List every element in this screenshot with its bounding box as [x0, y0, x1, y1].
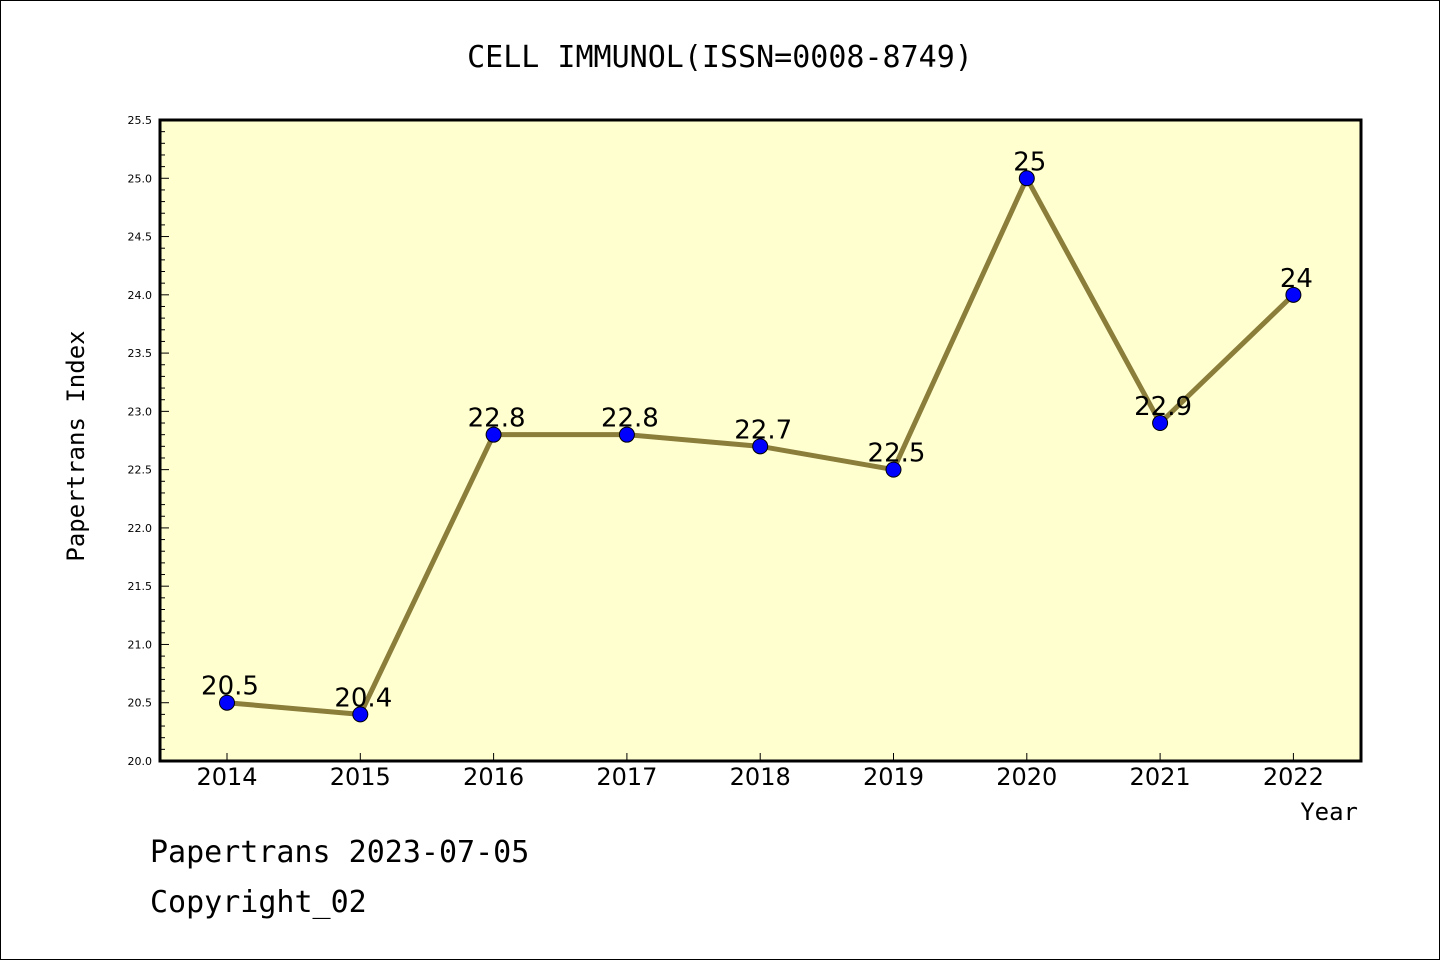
chart-title: CELL IMMUNOL(ISSN=0008-8749)	[467, 40, 973, 75]
x-tick-label: 2015	[330, 763, 391, 791]
y-tick-label: 21.0	[128, 638, 153, 651]
data-label: 22.7	[734, 415, 792, 445]
data-point	[1152, 415, 1169, 432]
data-point	[1018, 170, 1035, 187]
data-label: 22.5	[868, 439, 926, 469]
series: 20.5 20.4 22.8 22.8 22.7 22.5 25 22.9 24	[201, 147, 1313, 723]
x-tick-label: 2022	[1263, 763, 1324, 791]
data-point	[1285, 286, 1302, 303]
data-label: 22.8	[601, 404, 659, 434]
data-point	[752, 438, 769, 455]
plot-border	[158, 118, 1363, 763]
footer-stamp: Papertrans 2023-07-05	[150, 835, 530, 870]
y-axis-label: Papertrans Index	[62, 330, 90, 561]
data-label: 25	[1013, 147, 1046, 177]
y-tick-label: 25.0	[128, 172, 153, 185]
x-tick-label: 2020	[996, 763, 1057, 791]
data-point	[885, 461, 902, 478]
y-tick-label: 24.0	[128, 289, 153, 302]
y-tick-label: 21.5	[128, 580, 153, 593]
y-tick-label: 24.5	[128, 231, 153, 244]
x-tick-label: 2016	[463, 763, 524, 791]
data-label: 22.9	[1134, 392, 1192, 422]
y-tick-label: 20.0	[128, 755, 153, 768]
y-tick-label: 22.0	[128, 522, 153, 535]
y-tick-label: 25.5	[128, 114, 153, 127]
data-label: 22.8	[468, 404, 526, 434]
data-label: 20.4	[334, 683, 392, 713]
y-axis-ticks: 20.0 20.5 21.0 21.5 22.0 22.5 23.0 23.5 24.0 24.5…	[128, 114, 169, 768]
x-axis-label: Year	[1300, 798, 1358, 826]
y-tick-label: 22.5	[128, 464, 153, 477]
data-label: 24	[1280, 264, 1313, 294]
x-tick-label: 2017	[596, 763, 657, 791]
y-tick-label: 23.5	[128, 347, 153, 360]
data-point	[485, 426, 502, 443]
data-point	[352, 706, 369, 723]
x-tick-label: 2019	[863, 763, 924, 791]
x-tick-label: 2014	[196, 763, 257, 791]
data-point	[618, 426, 635, 443]
data-label: 20.5	[201, 672, 259, 702]
y-tick-label: 20.5	[128, 697, 153, 710]
x-axis-ticks: 2014 2015 2016 2017 2018 2019 2020 2021 2022	[196, 753, 1324, 791]
x-tick-label: 2021	[1130, 763, 1191, 791]
footer-copyright: Copyright_02	[150, 885, 367, 920]
y-tick-label: 23.0	[128, 405, 153, 418]
data-point	[219, 694, 235, 711]
x-tick-label: 2018	[730, 763, 791, 791]
